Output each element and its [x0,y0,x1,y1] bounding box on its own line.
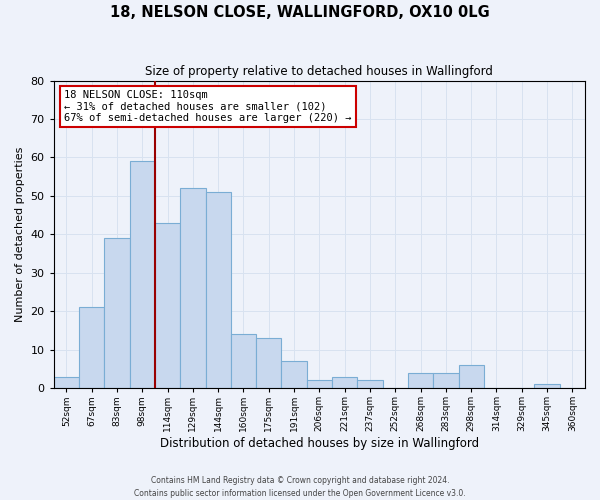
Y-axis label: Number of detached properties: Number of detached properties [15,146,25,322]
Bar [256,338,281,388]
Bar [79,308,104,388]
Bar [408,372,433,388]
Bar [458,365,484,388]
Bar [307,380,332,388]
Text: 18 NELSON CLOSE: 110sqm
← 31% of detached houses are smaller (102)
67% of semi-d: 18 NELSON CLOSE: 110sqm ← 31% of detache… [64,90,352,123]
Bar [231,334,256,388]
Bar [180,188,206,388]
Bar [433,372,458,388]
X-axis label: Distribution of detached houses by size in Wallingford: Distribution of detached houses by size … [160,437,479,450]
Text: 18, NELSON CLOSE, WALLINGFORD, OX10 0LG: 18, NELSON CLOSE, WALLINGFORD, OX10 0LG [110,5,490,20]
Bar [281,361,307,388]
Bar [104,238,130,388]
Bar [535,384,560,388]
Text: Contains HM Land Registry data © Crown copyright and database right 2024.
Contai: Contains HM Land Registry data © Crown c… [134,476,466,498]
Bar [358,380,383,388]
Bar [206,192,231,388]
Bar [332,376,358,388]
Title: Size of property relative to detached houses in Wallingford: Size of property relative to detached ho… [145,65,493,78]
Bar [54,376,79,388]
Bar [130,162,155,388]
Bar [155,223,180,388]
